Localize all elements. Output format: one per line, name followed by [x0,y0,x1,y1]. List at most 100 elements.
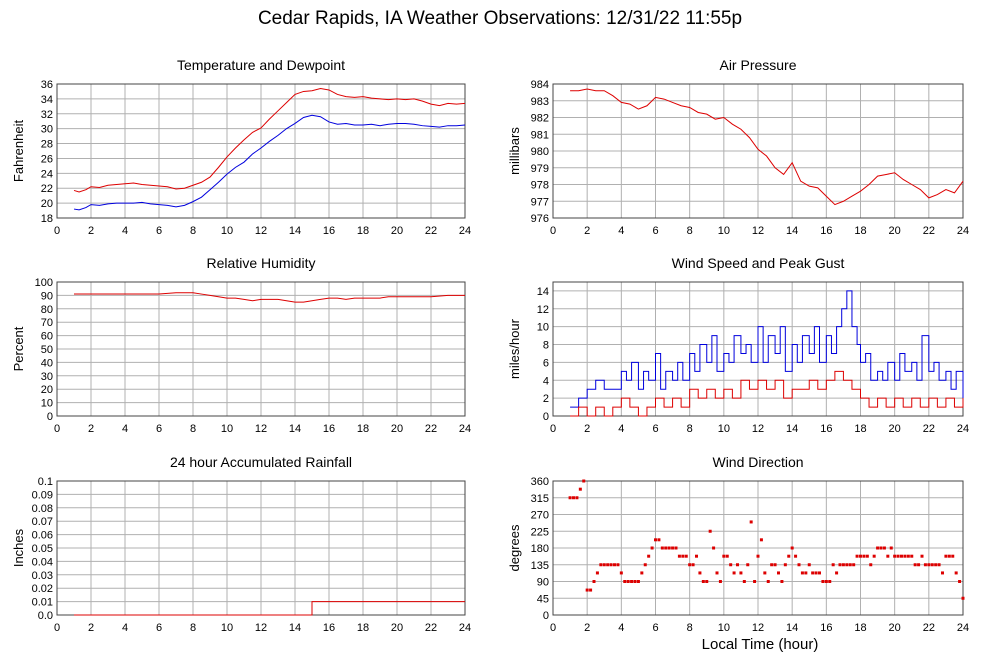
direction-point [619,571,623,575]
wind-ytick-label: 0 [543,411,549,423]
wind-ytick-label: 10 [537,322,549,334]
temp-ytick-label: 18 [41,213,53,225]
direction-ylabel: degrees [507,524,522,571]
temp-xtick-label: 24 [459,225,471,237]
wind-xtick-label: 8 [687,423,693,435]
direction-ytick-label: 315 [531,493,549,505]
humidity-plot-frame [56,281,466,417]
direction-point [869,563,873,567]
direction-point [879,546,883,550]
direction-point [886,554,890,558]
direction-xtick-label: 10 [718,622,730,634]
humidity-ytick-label: 90 [41,290,53,302]
direction-xtick-label: 6 [652,622,658,634]
direction-point [934,563,938,567]
direction-point [944,554,948,558]
direction-ytick-label: 180 [531,543,549,555]
rain-ytick-label: 0.1 [38,476,53,488]
direction-point [708,529,712,533]
temp-xtick-label: 18 [357,225,369,237]
wind-xtick-label: 24 [957,423,969,435]
humidity-ytick-label: 100 [35,277,53,289]
wind-ytick-label: 14 [537,286,549,298]
pressure-ytick-label: 984 [531,79,549,91]
direction-xtick-label: 14 [786,622,798,634]
direction-point [589,588,593,592]
rain-xtick-label: 6 [156,622,162,634]
rain-xtick-label: 0 [54,622,60,634]
rain-ytick-label: 0.07 [32,516,53,528]
direction-point [818,571,821,575]
direction-point [783,563,787,567]
pressure-xtick-label: 16 [820,225,832,237]
rain-panel: 24 hour Accumulated RainfallInches0.00.0… [11,454,471,634]
direction-point [739,571,743,575]
temp-ytick-label: 20 [41,198,53,210]
temp-xtick-label: 8 [190,225,196,237]
direction-point [667,546,671,550]
rain-xtick-label: 8 [190,622,196,634]
humidity-xtick-label: 12 [255,423,267,435]
pressure-ytick-label: 981 [531,129,549,141]
pressure-xtick-label: 20 [889,225,901,237]
temp-xtick-label: 20 [391,225,403,237]
direction-point [841,563,845,567]
temp-title: Temperature and Dewpoint [177,57,345,73]
direction-point [852,563,856,567]
rain-ylabel: Inches [11,528,26,567]
direction-point [780,580,784,583]
direction-point [718,580,722,583]
pressure-ytick-label: 978 [531,180,549,192]
direction-point [613,563,616,567]
direction-point [677,554,681,558]
direction-point [712,546,716,550]
direction-xtick-label: 0 [550,622,556,634]
rain-xtick-label: 4 [122,622,128,634]
direction-plot-frame [552,480,964,616]
temp-ytick-label: 28 [41,139,53,151]
direction-point [623,580,627,583]
direction-point [814,571,818,575]
direction-point [937,563,941,567]
direction-ytick-label: 135 [531,560,549,572]
wind-panel: Wind Speed and Peak Gustmiles/hour024681… [507,255,969,435]
direction-point [674,546,678,550]
rain-xtick-label: 14 [289,622,301,634]
direction-point [657,538,661,542]
direction-xtick-label: 2 [584,622,590,634]
wind-xtick-label: 12 [752,423,764,435]
rain-ytick-label: 0.02 [32,583,53,595]
direction-point [654,538,657,542]
rain-ytick-label: 0.0 [38,610,53,622]
direction-ytick-label: 0 [543,610,549,622]
direction-point [582,479,586,483]
direction-point [910,554,914,558]
direction-point [749,520,753,524]
temp-ytick-label: 36 [41,79,53,91]
wind-xtick-label: 18 [854,423,866,435]
direction-point [759,538,763,542]
direction-point [954,571,958,575]
temp-plot-frame [56,83,466,219]
direction-point [729,563,733,567]
temp-ytick-label: 22 [41,183,53,195]
direction-point [811,571,815,575]
direction-point [773,563,777,567]
direction-point [913,563,917,567]
humidity-ytick-label: 80 [41,304,53,316]
direction-point [838,563,842,567]
direction-point [794,554,798,558]
wind-xtick-label: 14 [786,423,798,435]
humidity-xtick-label: 24 [459,423,471,435]
direction-point [695,554,698,558]
direction-point [951,554,955,558]
direction-point [616,563,620,567]
direction-point [633,580,637,583]
pressure-xtick-label: 10 [718,225,730,237]
humidity-ytick-label: 10 [41,398,53,410]
humidity-xtick-label: 10 [221,423,233,435]
pressure-ytick-label: 980 [531,146,549,158]
direction-point [575,496,579,500]
rain-ytick-label: 0.08 [32,503,53,515]
